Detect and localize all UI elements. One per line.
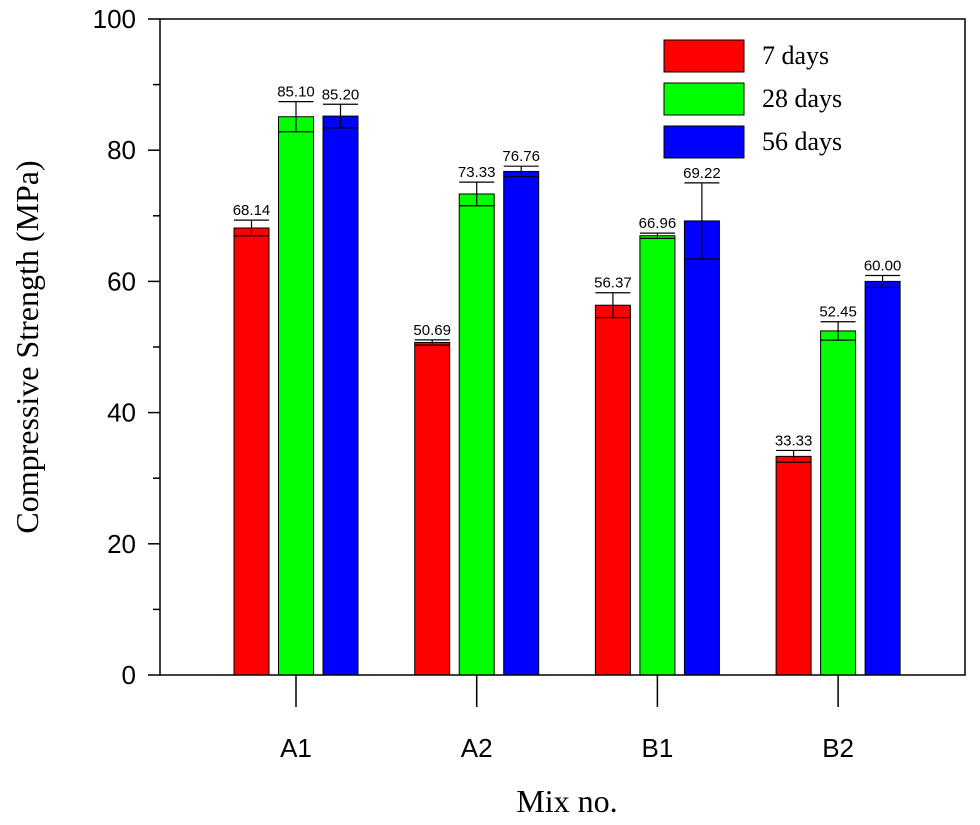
data-label: 69.22 — [683, 165, 721, 182]
y-tick-label: 60 — [107, 266, 136, 296]
bar-28-days-A1 — [278, 116, 314, 676]
data-label: 33.33 — [775, 432, 813, 449]
data-label: 76.76 — [502, 148, 540, 165]
y-axis: 0 20 40 60 80 100 — [93, 4, 160, 690]
y-tick-label: 100 — [93, 4, 136, 34]
bar-56-days-A2 — [503, 170, 540, 676]
plot-frame — [159, 18, 966, 676]
legend-label: 56 days — [762, 127, 842, 156]
data-label: 85.10 — [277, 84, 315, 101]
y-tick-label: 0 — [122, 660, 136, 690]
bar-28-days-B1 — [639, 235, 676, 676]
bar-7-days-A2 — [414, 341, 451, 676]
data-label: 73.33 — [458, 164, 496, 181]
bar-28-days-B2 — [820, 330, 857, 676]
bar-56-days-A1 — [322, 115, 359, 676]
bar-28-days-A2 — [458, 193, 495, 676]
legend-label: 7 days — [762, 41, 829, 70]
y-axis-title: Compressive Strength (MPa) — [9, 160, 45, 533]
legend-swatch — [663, 39, 745, 73]
data-label: 85.20 — [322, 86, 360, 103]
legend-label: 28 days — [762, 84, 842, 113]
data-label: 50.69 — [413, 322, 451, 339]
x-tick-label: B1 — [641, 733, 673, 763]
bar-56-days-B1 — [683, 220, 720, 676]
x-tick-label: A1 — [280, 733, 312, 763]
y-tick-label: 40 — [107, 398, 136, 428]
bars — [233, 101, 901, 676]
bar-56-days-B2 — [864, 280, 901, 676]
bar-7-days-B1 — [594, 304, 631, 676]
legend-swatch — [663, 125, 745, 159]
bar-7-days-B2 — [775, 455, 812, 676]
legend-swatch — [663, 82, 745, 116]
x-axis-title: Mix no. — [516, 783, 617, 819]
bar-7-days-A1 — [233, 227, 270, 676]
data-label: 60.00 — [864, 257, 902, 274]
y-tick-label: 80 — [107, 135, 136, 165]
data-label: 56.37 — [594, 275, 632, 292]
y-tick-label: 20 — [107, 529, 136, 559]
x-tick-label: B2 — [822, 733, 854, 763]
data-label: 52.45 — [819, 304, 857, 321]
x-tick-label: A2 — [461, 733, 493, 763]
legend: 7 days 28 days 56 days — [663, 39, 842, 159]
data-label: 66.96 — [639, 215, 677, 232]
data-label: 68.14 — [233, 202, 271, 219]
x-axis: A1 A2 B1 B2 — [280, 675, 854, 763]
data-labels: 68.14 85.10 85.20 50.69 73.33 76.76 56.37 66.96… — [233, 84, 902, 450]
